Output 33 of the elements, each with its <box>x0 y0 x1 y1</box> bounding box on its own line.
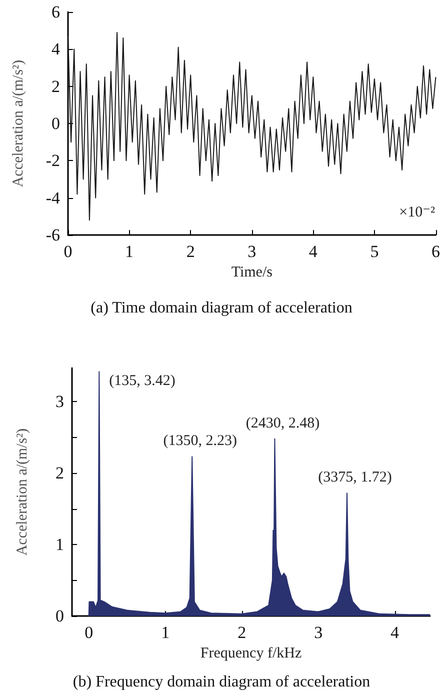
x-tick-label: 6 <box>432 242 440 261</box>
y-tick-label: 6 <box>52 2 60 22</box>
y-tick-label: -2 <box>46 151 60 170</box>
y-tick-label: -6 <box>46 226 60 244</box>
x-axis-title: Frequency f/kHz <box>200 645 302 662</box>
x-tick-label: 0 <box>84 623 94 642</box>
annotation: ×10⁻² <box>399 204 436 220</box>
y-tick-label: -4 <box>46 188 60 208</box>
y-tick-label: 0 <box>52 114 60 133</box>
text: (a) Time domain diagram of acceleration <box>90 300 352 316</box>
y-tick-label: 2 <box>52 76 60 96</box>
annotation: (1350, 2.23) <box>163 433 237 450</box>
annotation: (3375, 1.72) <box>318 470 392 486</box>
x-tick-label: 2 <box>186 242 195 261</box>
y-tick-label: 2 <box>56 464 64 483</box>
x-tick-label: 5 <box>370 242 379 261</box>
x-tick-label: 3 <box>314 623 323 642</box>
y-tick-label: 4 <box>52 40 60 59</box>
y-tick-label: 1 <box>56 535 64 554</box>
text: (b) Frequency domain diagram of acceleration <box>72 674 370 690</box>
x-tick-label: 4 <box>390 623 400 642</box>
x-tick-label: 1 <box>125 242 134 261</box>
y-tick-label: 3 <box>56 392 64 412</box>
x-tick-label: 1 <box>161 623 170 642</box>
x-tick-label: 2 <box>238 623 246 642</box>
y-axis-title: Acceleration a/(m/s²) <box>14 428 30 556</box>
x-tick-label: 4 <box>308 242 318 261</box>
annotation: (2430, 2.48) <box>246 415 320 432</box>
y-axis-title: Acceleration a/(m/s²) <box>10 60 26 188</box>
x-tick-label: 3 <box>248 242 256 261</box>
x-axis-title: Time/s <box>231 264 273 280</box>
annotation: (135, 3.42) <box>109 373 176 390</box>
y-tick-label: 0 <box>56 606 64 626</box>
